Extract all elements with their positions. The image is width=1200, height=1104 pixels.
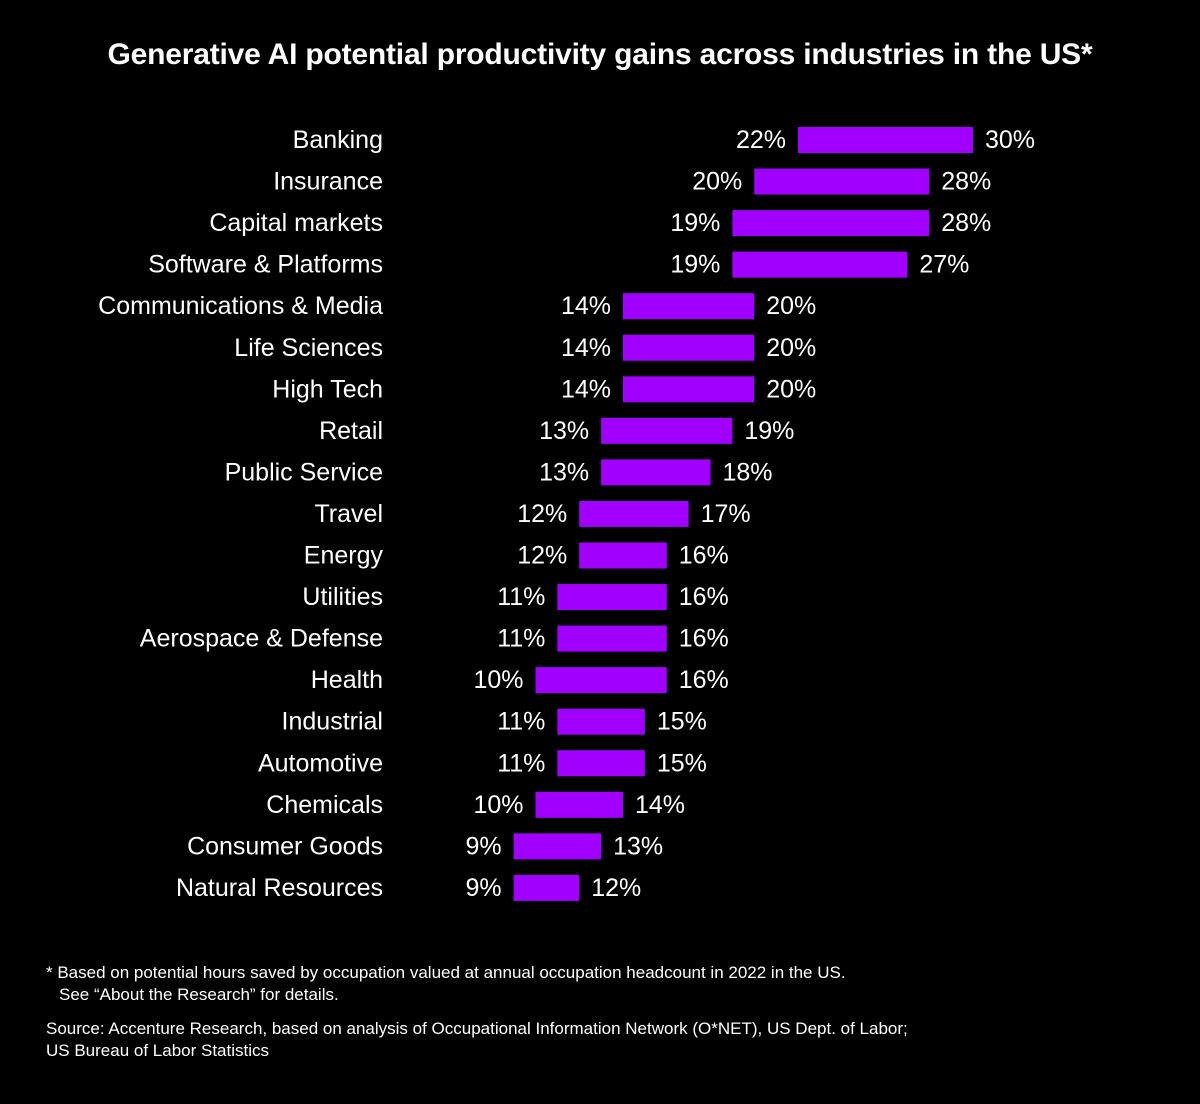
category-label: Banking (293, 126, 383, 154)
category-label: Software & Platforms (148, 251, 383, 279)
category-label: Public Service (225, 458, 383, 486)
high-value-label: 16% (679, 542, 729, 570)
range-bar (579, 542, 667, 569)
source-line-1: Source: Accenture Research, based on ana… (46, 1019, 908, 1038)
category-label: Insurance (273, 168, 383, 196)
category-label: Capital markets (209, 209, 383, 237)
range-bar (732, 210, 930, 237)
low-value-label: 11% (497, 583, 545, 611)
category-label: Natural Resources (176, 874, 383, 902)
low-value-label: 12% (517, 542, 567, 570)
high-value-label: 17% (701, 500, 751, 528)
high-value-label: 20% (766, 292, 816, 320)
low-value-label: 9% (465, 874, 501, 902)
range-bar (579, 500, 689, 527)
category-label: Retail (319, 417, 383, 445)
category-label: Life Sciences (234, 334, 383, 362)
range-bar (557, 584, 667, 611)
range-bar (513, 874, 580, 901)
category-label: Automotive (258, 749, 383, 777)
high-value-label: 15% (657, 708, 707, 736)
range-bar (535, 791, 623, 818)
high-value-label: 28% (941, 209, 991, 237)
category-label: High Tech (272, 375, 383, 403)
category-label: Industrial (282, 708, 383, 736)
high-value-label: 12% (591, 874, 641, 902)
range-bar (623, 334, 755, 361)
range-bar (557, 625, 667, 652)
low-value-label: 14% (561, 334, 611, 362)
range-bar-chart: Banking 22% 30% Insurance 20% 28% Capital mark… (98, 126, 1035, 902)
low-value-label: 14% (561, 292, 611, 320)
low-value-label: 9% (465, 832, 501, 860)
range-bar (623, 376, 755, 403)
high-value-label: 16% (679, 666, 729, 694)
category-label: Utilities (302, 583, 383, 611)
range-bar (557, 750, 645, 777)
range-bar (557, 708, 645, 735)
low-value-label: 11% (497, 625, 545, 653)
high-value-label: 14% (635, 791, 685, 819)
range-bar (732, 251, 908, 278)
low-value-label: 10% (473, 791, 523, 819)
range-bar (798, 127, 973, 153)
range-bar (601, 459, 711, 486)
range-bar (601, 417, 733, 444)
range-bar (623, 293, 755, 320)
range-bar (535, 667, 667, 694)
high-value-label: 13% (613, 832, 663, 860)
footnote: * Based on potential hours saved by occu… (46, 962, 1166, 1006)
high-value-label: 30% (985, 126, 1035, 154)
high-value-label: 19% (744, 417, 794, 445)
low-value-label: 13% (539, 417, 589, 445)
low-value-label: 22% (736, 126, 786, 154)
category-label: Travel (314, 500, 383, 528)
high-value-label: 16% (679, 625, 729, 653)
low-value-label: 19% (670, 209, 720, 237)
footnote-line-1: * Based on potential hours saved by occu… (46, 963, 846, 982)
low-value-label: 10% (473, 666, 523, 694)
high-value-label: 15% (657, 749, 707, 777)
category-label: Consumer Goods (187, 832, 383, 860)
range-bar (513, 833, 602, 860)
chart-title: Generative AI potential productivity gai… (107, 38, 1093, 71)
category-label: Energy (304, 542, 384, 570)
high-value-label: 18% (723, 458, 773, 486)
low-value-label: 20% (692, 168, 742, 196)
high-value-label: 27% (919, 251, 969, 279)
high-value-label: 16% (679, 583, 729, 611)
source-line-2: US Bureau of Labor Statistics (46, 1041, 270, 1060)
low-value-label: 19% (670, 251, 720, 279)
high-value-label: 28% (941, 168, 991, 196)
low-value-label: 14% (561, 375, 611, 403)
category-label: Communications & Media (98, 292, 383, 320)
high-value-label: 20% (766, 375, 816, 403)
footnote-line-2: See “About the Research” for details. (59, 985, 339, 1004)
high-value-label: 20% (766, 334, 816, 362)
source-note: Source: Accenture Research, based on ana… (46, 1018, 1166, 1062)
range-bar (754, 168, 930, 195)
low-value-label: 12% (517, 500, 567, 528)
category-label: Aerospace & Defense (140, 625, 383, 653)
category-label: Health (311, 666, 383, 694)
low-value-label: 11% (497, 708, 545, 736)
category-label: Chemicals (266, 791, 383, 819)
low-value-label: 11% (497, 749, 545, 777)
low-value-label: 13% (539, 458, 589, 486)
